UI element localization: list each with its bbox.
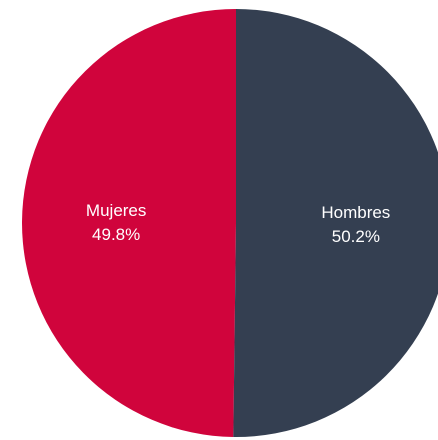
slice-label-mujeres: Mujeres [86,201,146,220]
pie-slice-mujeres [22,9,236,437]
pie-slices [22,9,438,437]
slice-label-hombres: Hombres [321,203,390,222]
pie-slice-hombres [233,9,438,437]
slice-value-mujeres: 49.8% [92,225,140,244]
slice-value-hombres: 50.2% [332,227,380,246]
pie-labels: Mujeres 49.8% Hombres 50.2% [86,201,390,246]
